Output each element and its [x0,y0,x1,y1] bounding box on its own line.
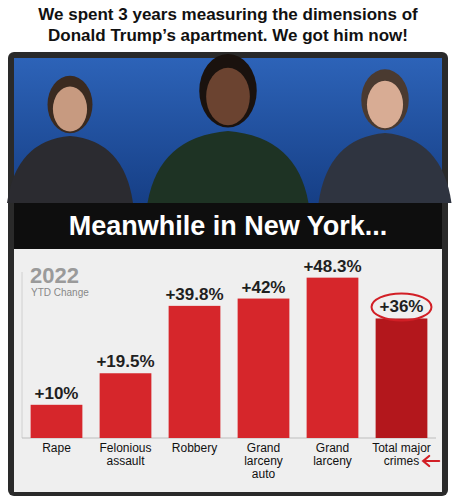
bar [376,318,428,438]
category-line: larceny [313,454,352,468]
category-line: Total major [372,441,431,455]
bar [31,405,83,438]
face [53,87,87,132]
bar [169,306,221,438]
category-line: larceny [244,454,283,468]
bar [100,373,152,438]
category-line: auto [252,467,276,481]
caption: We spent 3 years measuring the dimension… [8,4,448,46]
data-label: +42% [242,278,286,297]
person [7,76,133,203]
meme: Meanwhile in New York... 2022YTD Change +1… [0,0,456,500]
category-line: crimes [384,454,419,468]
category-line: Felonious [99,441,151,455]
face [367,81,403,129]
hair [199,54,257,128]
body [148,131,309,203]
category-label: Feloniousassault [99,441,151,468]
data-label: +48.3% [303,257,361,276]
chart-bg [14,249,442,492]
banner: Meanwhile in New York... [69,211,388,241]
category-label: Robbery [172,441,217,455]
frame [8,52,448,496]
category-line: assault [106,454,145,468]
chart-subtitle: YTD Change [31,287,89,298]
hair [48,76,93,134]
x-axis [22,438,436,439]
category-line: Rape [42,441,71,455]
body [7,136,133,203]
category-line: Grand [316,441,349,455]
data-label: +19.5% [96,352,154,371]
body [319,133,452,203]
category-line: Robbery [172,441,217,455]
banner-bg [14,203,442,249]
chart-title: 2022 [30,263,79,288]
category-label: Rape [42,441,71,455]
bars [31,278,428,438]
highlight-circle [372,293,432,320]
bar [238,299,290,438]
data-label: +39.8% [165,285,223,304]
data-label: +36% [380,297,424,316]
face [206,68,250,126]
person [148,54,309,203]
hair [361,69,409,130]
arrow [423,456,439,466]
bar [307,278,359,438]
category-line: Grand [247,441,280,455]
category-label: Total majorcrimes [372,441,431,468]
category-label: Grandlarcenyauto [244,441,283,481]
data-label: +10% [35,384,79,403]
category-label: Grandlarceny [313,441,352,468]
person [319,69,452,203]
y-axis [22,272,23,438]
